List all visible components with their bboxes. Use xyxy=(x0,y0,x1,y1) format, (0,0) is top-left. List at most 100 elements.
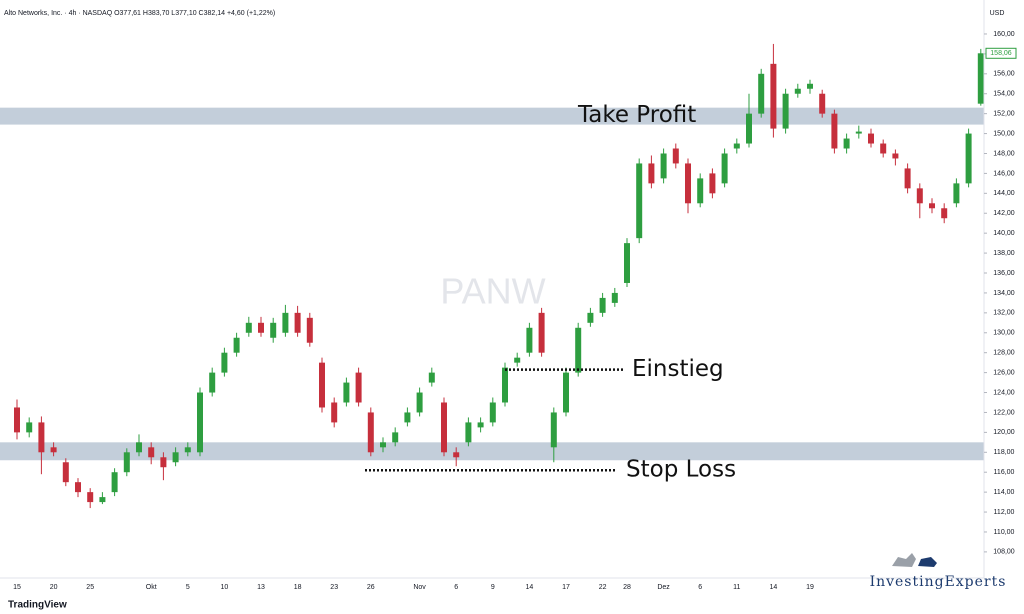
candle-body xyxy=(453,452,460,458)
zone xyxy=(0,442,984,461)
candle-body xyxy=(526,327,533,353)
candle-body xyxy=(782,93,789,129)
candle-body xyxy=(489,402,496,423)
y-tick-label: 140,00 xyxy=(993,230,1015,237)
candle-body xyxy=(306,317,313,343)
y-tick-label: 130,00 xyxy=(993,330,1015,337)
candle-body xyxy=(477,422,484,428)
candle-body xyxy=(721,153,728,184)
annotation: Einstieg xyxy=(632,356,724,382)
candle-body xyxy=(258,322,264,333)
candle-body xyxy=(599,297,606,313)
x-tick-label: 13 xyxy=(257,584,265,591)
candle-body xyxy=(197,392,203,453)
candle-body xyxy=(807,83,813,89)
candle-body xyxy=(136,442,142,453)
candle-body xyxy=(587,312,594,323)
y-tick-label: 146,00 xyxy=(993,170,1015,177)
candle-body xyxy=(831,113,838,149)
y-tick-label: 132,00 xyxy=(993,310,1015,317)
candle-body xyxy=(221,352,228,373)
candle-body xyxy=(611,292,618,303)
x-tick-label: 26 xyxy=(367,584,375,591)
x-tick-label: 22 xyxy=(599,584,607,591)
x-tick-label: 10 xyxy=(221,584,229,591)
zone xyxy=(0,107,984,125)
x-tick-label: 5 xyxy=(186,584,190,591)
candle-body xyxy=(843,138,850,149)
y-tick-label: 120,00 xyxy=(993,429,1015,436)
candle-body xyxy=(977,53,984,104)
candle-body xyxy=(794,88,801,94)
candle-body xyxy=(746,113,752,144)
candle-body xyxy=(941,208,948,219)
x-tick-label: 25 xyxy=(86,584,94,591)
candle-body xyxy=(294,312,301,333)
candle-body xyxy=(624,243,630,283)
x-tick-label: 14 xyxy=(526,584,534,591)
candle-body xyxy=(209,372,216,393)
y-tick-label: 112,00 xyxy=(994,509,1015,516)
candle-body xyxy=(355,372,362,403)
currency: USD xyxy=(990,10,1005,17)
x-tick-label: 20 xyxy=(50,584,58,591)
y-tick-label: 144,00 xyxy=(993,190,1015,197)
candle-body xyxy=(319,362,325,408)
candle-body xyxy=(26,422,33,433)
candle-body xyxy=(514,357,521,363)
candle-body xyxy=(733,143,740,149)
candle-body xyxy=(282,312,289,333)
watermark: PANW xyxy=(440,271,545,312)
y-tick-label: 118,00 xyxy=(994,449,1015,456)
x-tick-label: Nov xyxy=(413,584,426,591)
x-tick-label: Okt xyxy=(146,584,157,591)
candle-body xyxy=(892,153,899,159)
candle-body xyxy=(331,402,338,423)
y-tick-label: 124,00 xyxy=(993,389,1015,396)
candle-body xyxy=(965,133,972,184)
candle-body xyxy=(758,73,765,114)
annotation: Take Profit xyxy=(577,102,696,128)
candle-body xyxy=(245,322,252,333)
candle-body xyxy=(660,153,667,179)
candle-body xyxy=(697,178,704,204)
x-tick-label: 11 xyxy=(733,584,740,591)
x-tick-label: 19 xyxy=(806,584,814,591)
y-tick-label: 150,00 xyxy=(993,130,1015,137)
y-tick-label: 148,00 xyxy=(993,150,1015,157)
candle-body xyxy=(38,422,45,453)
candle-body xyxy=(343,382,350,403)
x-tick-label: 28 xyxy=(623,584,631,591)
x-tick-label: 15 xyxy=(13,584,21,591)
candle-body xyxy=(685,163,691,204)
candle-body xyxy=(14,407,20,433)
x-tick-label: 14 xyxy=(770,584,778,591)
x-tick-label: 23 xyxy=(330,584,338,591)
candle-body xyxy=(929,203,935,209)
candle-body xyxy=(672,148,679,164)
annotation: Stop Loss xyxy=(626,457,736,483)
candle-body xyxy=(367,412,374,453)
candle-body xyxy=(550,412,557,448)
candle-body xyxy=(75,482,81,493)
last-price-box xyxy=(985,47,1017,59)
candle-body xyxy=(465,422,472,443)
candle-body xyxy=(502,367,508,403)
x-tick-label: 6 xyxy=(698,584,702,591)
y-tick-label: 108,00 xyxy=(993,549,1015,556)
y-tick-label: 160,00 xyxy=(993,31,1015,38)
y-tick-label: 142,00 xyxy=(993,210,1015,217)
brand: TradingView xyxy=(8,600,67,611)
candle-body xyxy=(62,462,69,483)
y-tick-label: 154,00 xyxy=(993,91,1015,98)
candle-body xyxy=(880,143,887,154)
candle-body xyxy=(770,63,777,129)
last-price-label: 158,06 xyxy=(990,50,1012,57)
candle-body xyxy=(404,412,411,423)
candle-body xyxy=(111,472,118,493)
candle-body xyxy=(855,131,862,134)
candle-body xyxy=(184,447,191,453)
y-tick-label: 152,00 xyxy=(993,110,1015,117)
candle-body xyxy=(819,93,826,114)
candle-body xyxy=(868,133,874,144)
